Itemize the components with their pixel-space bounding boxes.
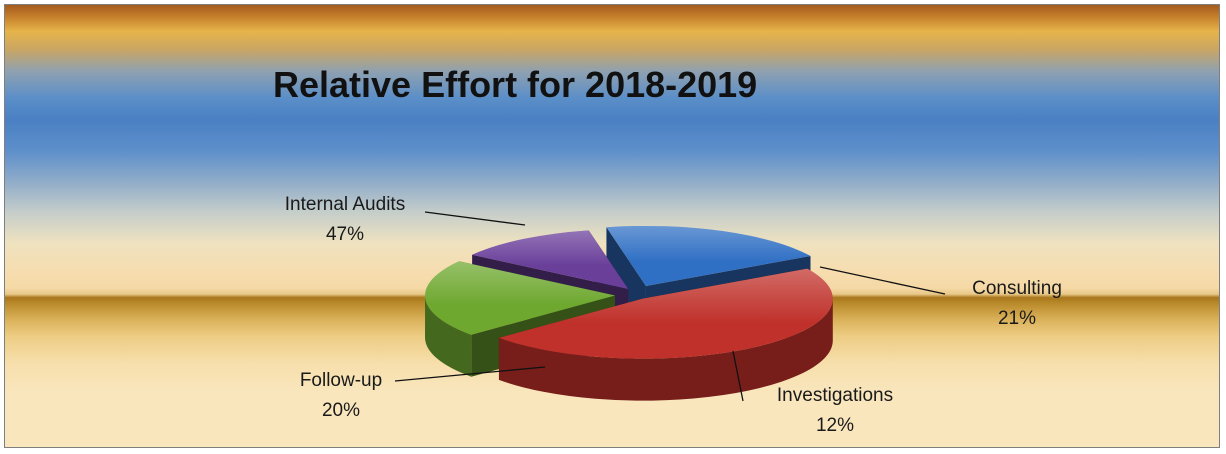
leader-line-internal-audits [424, 211, 526, 226]
chart-area: Relative Effort for 2018-2019 Internal A… [4, 4, 1220, 448]
data-value-consulting: 21% [998, 308, 1036, 329]
slice-investigations-shine [472, 230, 629, 290]
data-value-investigations: 12% [816, 415, 854, 436]
pie-chart: Relative Effort for 2018-2019 Internal A… [273, 64, 1062, 436]
slice-internal-audits-shine [498, 268, 833, 359]
data-value-follow-up: 20% [322, 400, 360, 421]
slice-follow-up-shine [606, 225, 811, 286]
data-value-internal-audits: 47% [326, 224, 364, 245]
data-label-consulting: Consulting [972, 278, 1062, 299]
data-label-follow-up: Follow-up [300, 370, 382, 391]
chart-title: Relative Effort for 2018-2019 [273, 64, 757, 105]
leader-line-consulting [819, 266, 946, 295]
leader-line-follow-up [394, 366, 546, 382]
slice-consulting-shine [425, 261, 616, 335]
leader-line-investigations [732, 350, 744, 402]
data-label-investigations: Investigations [777, 385, 893, 406]
data-label-internal-audits: Internal Audits [285, 194, 405, 215]
